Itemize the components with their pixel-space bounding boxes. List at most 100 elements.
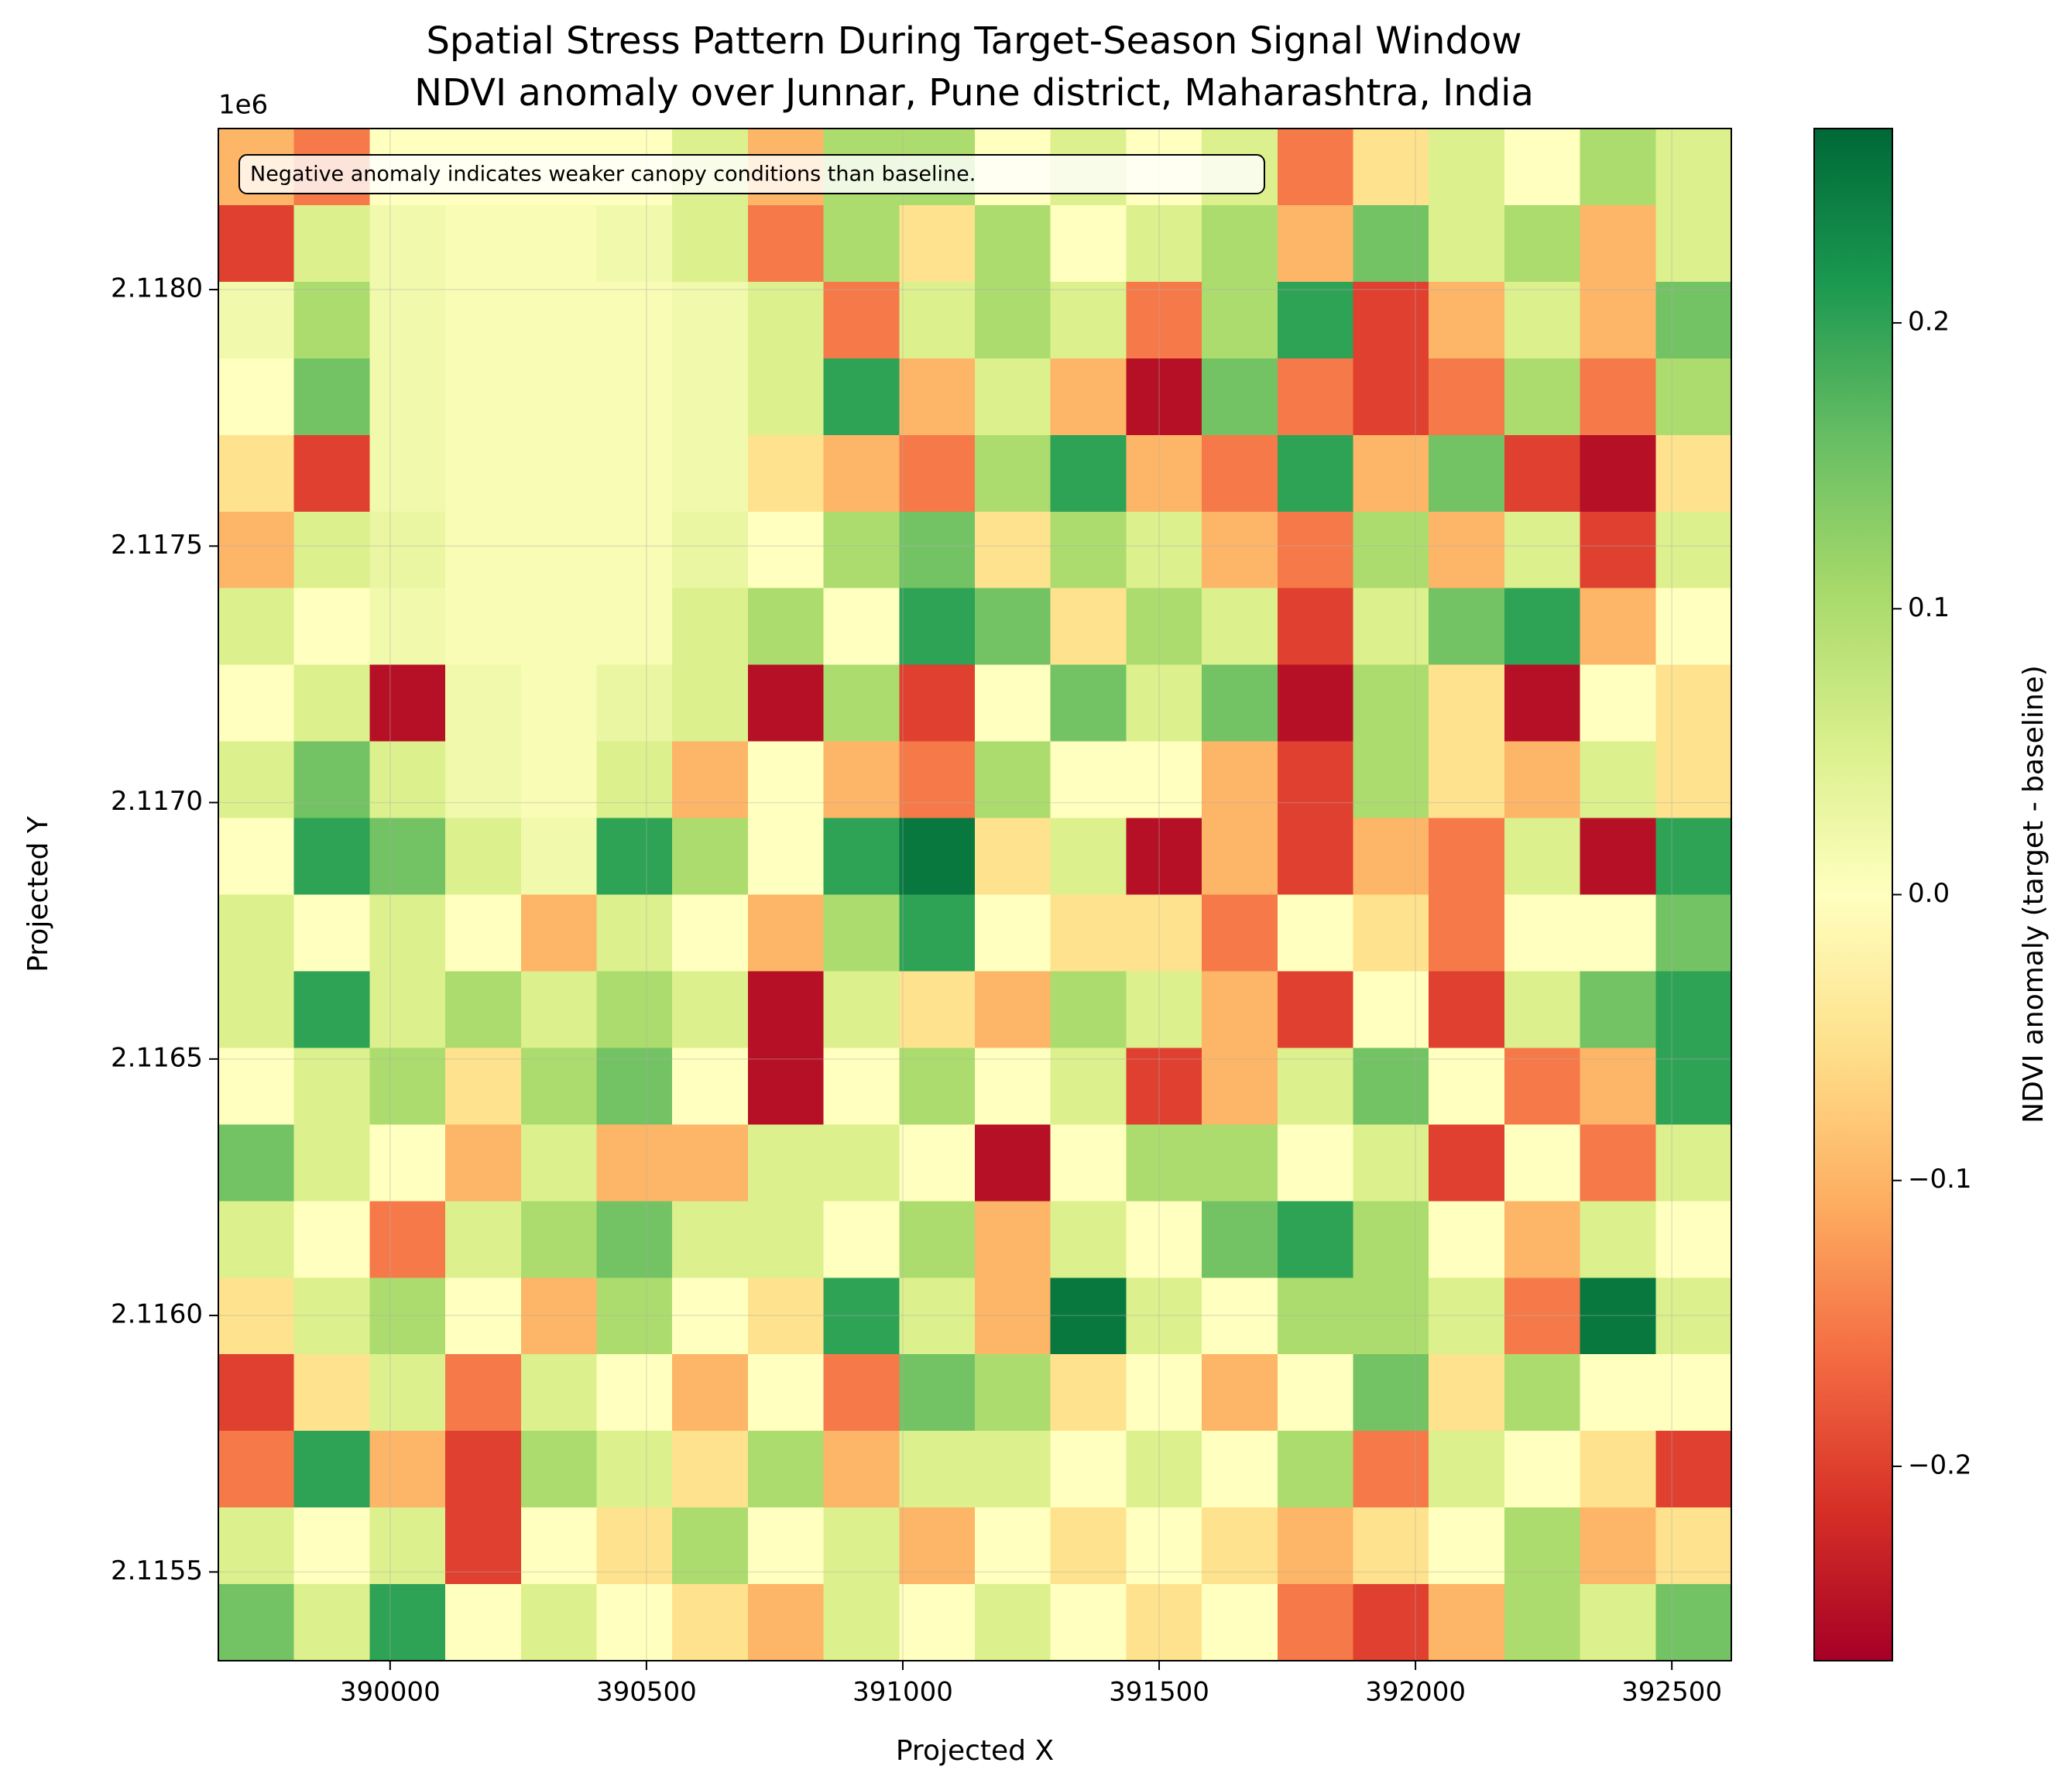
- heatmap-cell: [445, 1277, 522, 1355]
- heatmap-cell: [1353, 1048, 1429, 1125]
- heatmap-cell: [747, 1201, 825, 1278]
- heatmap-cell: [1126, 434, 1202, 513]
- heatmap-cell: [1202, 204, 1278, 283]
- heatmap-cell: [369, 664, 446, 742]
- heatmap-cell: [672, 358, 749, 436]
- heatmap-cell: [1353, 358, 1429, 436]
- heatmap-cell: [369, 1201, 446, 1278]
- heatmap-cell: [1277, 434, 1354, 513]
- heatmap-cell: [975, 204, 1051, 283]
- heatmap-cell: [1050, 588, 1127, 666]
- heatmap-cell: [1126, 281, 1202, 359]
- heatmap-cell: [747, 894, 825, 972]
- heatmap-cell: [596, 971, 673, 1048]
- heatmap-cell: [1504, 741, 1581, 819]
- heatmap-cell: [520, 664, 598, 742]
- heatmap-cell: [747, 741, 825, 819]
- heatmap-cell: [596, 818, 673, 896]
- heatmap-cell: [747, 358, 825, 436]
- heatmap-cell: [293, 1048, 370, 1125]
- heatmap-cell: [1126, 1048, 1202, 1125]
- heatmap-cell: [445, 1584, 522, 1661]
- heatmap-cell: [672, 588, 749, 666]
- heatmap-cell: [369, 281, 446, 359]
- heatmap-cell: [1353, 281, 1429, 359]
- heatmap-cell: [293, 1277, 370, 1355]
- heatmap-cell: [975, 511, 1051, 589]
- heatmap-cell: [1353, 1354, 1429, 1432]
- heatmap-cell: [218, 358, 295, 436]
- heatmap-cell: [672, 1354, 749, 1432]
- heatmap-cell: [975, 1507, 1051, 1585]
- y-tick-label: 2.1165: [111, 1042, 203, 1073]
- heatmap-cell: [1277, 1277, 1354, 1355]
- heatmap-cell: [218, 204, 295, 283]
- y-offset-label: 1e6: [218, 90, 268, 121]
- heatmap-cell: [520, 1354, 598, 1432]
- heatmap-cell: [1202, 588, 1278, 666]
- heatmap-cell: [1126, 971, 1202, 1048]
- heatmap-cell: [747, 818, 825, 896]
- heatmap-cell: [520, 971, 598, 1048]
- heatmap-cell: [899, 741, 976, 819]
- heatmap-cell: [520, 1201, 598, 1278]
- heatmap-cell: [1353, 1507, 1429, 1585]
- heatmap-cell: [1429, 511, 1505, 589]
- heatmap-cell: [1277, 281, 1354, 359]
- heatmap-cell: [1580, 1277, 1656, 1355]
- heatmap-cell: [1504, 1124, 1581, 1202]
- heatmap-cell: [218, 1431, 295, 1508]
- heatmap-cell: [823, 1048, 900, 1125]
- heatmap-cell: [672, 1124, 749, 1202]
- heatmap-cell: [293, 358, 370, 436]
- heatmap-cell: [672, 664, 749, 742]
- heatmap-cell: [369, 818, 446, 896]
- heatmap-cell: [1655, 1048, 1732, 1125]
- heatmap-cell: [1202, 511, 1278, 589]
- heatmap-cell: [1353, 1277, 1429, 1355]
- heatmap-cell: [596, 358, 673, 436]
- heatmap-cell: [1202, 741, 1278, 819]
- heatmap-cell: [1353, 894, 1429, 972]
- heatmap-cell: [1126, 358, 1202, 436]
- heatmap-cell: [1504, 204, 1581, 283]
- heatmap-cell: [1126, 894, 1202, 972]
- heatmap-cell: [1050, 511, 1127, 589]
- heatmap-cell: [596, 1277, 673, 1355]
- heatmap-cell: [823, 358, 900, 436]
- heatmap-cell: [520, 741, 598, 819]
- heatmap-cell: [218, 434, 295, 513]
- heatmap-cell: [1580, 664, 1656, 742]
- heatmap-cell: [1050, 894, 1127, 972]
- heatmap-cell: [218, 818, 295, 896]
- heatmap-cell: [672, 1507, 749, 1585]
- heatmap-cell: [218, 588, 295, 666]
- heatmap-cell: [1504, 894, 1581, 972]
- x-axis-label: Projected X: [896, 1735, 1054, 1767]
- heatmap-cell: [1504, 971, 1581, 1048]
- heatmap-cell: [747, 1124, 825, 1202]
- heatmap-cell: [520, 1277, 598, 1355]
- heatmap-cell: [1277, 1507, 1354, 1585]
- heatmap-cell: [1655, 1584, 1732, 1661]
- heatmap-cell: [899, 588, 976, 666]
- heatmap-cell: [975, 1354, 1051, 1432]
- heatmap-cell: [218, 741, 295, 819]
- heatmap-cell: [1277, 664, 1354, 742]
- heatmap-cell: [672, 1584, 749, 1661]
- heatmap-cell: [369, 434, 446, 513]
- heatmap-cell: [899, 358, 976, 436]
- heatmap-cell: [899, 1507, 976, 1585]
- heatmap-cell: [823, 1431, 900, 1508]
- colorbar-tick-label: −0.1: [1908, 1164, 1972, 1195]
- heatmap-cell: [445, 358, 522, 436]
- heatmap-cell: [1353, 434, 1429, 513]
- heatmap-cell: [899, 1277, 976, 1355]
- heatmap-cell: [596, 1431, 673, 1508]
- heatmap-cell: [596, 1124, 673, 1202]
- heatmap-cell: [823, 434, 900, 513]
- heatmap-cell: [1050, 204, 1127, 283]
- heatmap-cell: [293, 588, 370, 666]
- heatmap-cell: [218, 1507, 295, 1585]
- heatmap-cell: [1126, 1277, 1202, 1355]
